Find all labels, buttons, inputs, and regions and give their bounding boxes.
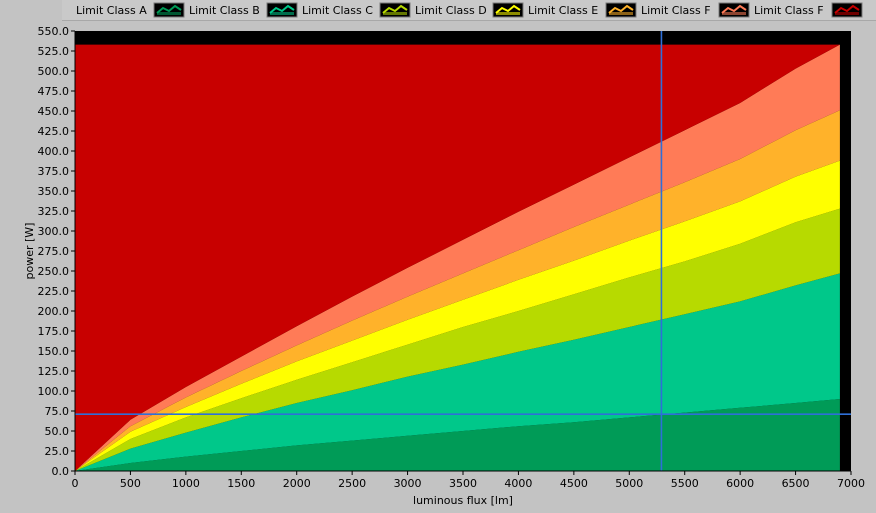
legend-swatch-button[interactable] [605,2,637,18]
x-tick-label: 4500 [560,477,588,490]
x-tick-label: 6500 [782,477,810,490]
axes: 0.0 25.0 50.0 75.0 100.0 125.0 150.0 175.0 200.0… [38,25,866,490]
x-tick-label: 3000 [394,477,422,490]
legend-fill-icon [835,12,859,15]
y-tick-label: 250.0 [38,265,70,278]
legend-bar [62,0,876,21]
legend-swatch-button[interactable] [266,2,298,18]
area-limit-class-e-4 [75,110,840,471]
x-tick-label: 6000 [726,477,754,490]
y-tick-label: 350.0 [38,185,70,198]
x-tick-label: 4000 [504,477,532,490]
area-limit-class-d-3 [75,160,840,471]
legend-label: Limit Class D [415,4,487,17]
y-tick-label: 400.0 [38,145,70,158]
legend-line-icon [495,4,521,14]
legend-fill-icon [722,12,746,15]
y-tick-label: 0.0 [52,465,70,478]
y-tick-label: 150.0 [38,345,70,358]
area-limit-class-c-2 [75,208,840,471]
area-limit-class-b-1 [75,273,840,471]
x-tick-label: 2000 [283,477,311,490]
y-tick-label: 50.0 [45,425,70,438]
legend-fill-icon [383,12,407,15]
y-tick-label: 75.0 [45,405,70,418]
legend-line-icon [382,4,408,14]
x-tick-label: 2500 [338,477,366,490]
x-tick-label: 5500 [671,477,699,490]
legend-line-icon [156,4,182,14]
x-tick-label: 3500 [449,477,477,490]
y-tick-label: 450.0 [38,105,70,118]
legend-swatch-button[interactable] [718,2,750,18]
legend-fill-icon [609,12,633,15]
y-tick-label: 500.0 [38,65,70,78]
x-tick-label: 1500 [227,477,255,490]
legend-label: Limit Class E [528,4,598,17]
y-tick-label: 175.0 [38,325,70,338]
legend-label: Limit Class B [189,4,260,17]
y-tick-label: 375.0 [38,165,70,178]
y-tick-label: 100.0 [38,385,70,398]
y-tick-label: 225.0 [38,285,70,298]
y-tick-label: 550.0 [38,25,70,38]
legend-swatch-button[interactable] [379,2,411,18]
legend-fill-icon [157,12,181,15]
legend-swatch-button[interactable] [831,2,863,18]
legend-line-icon [269,4,295,14]
x-tick-label: 5000 [615,477,643,490]
y-tick-label: 525.0 [38,45,70,58]
y-tick-label: 200.0 [38,305,70,318]
legend-label: Limit Class A [76,4,147,17]
legend-fill-icon [496,12,520,15]
legend-line-icon [834,4,860,14]
series-areas [75,44,840,471]
area-limit-class-f-5 [75,44,840,471]
legend-label: Limit Class C [302,4,373,17]
legend-label: Limit Class F [754,4,824,17]
legend-fill-icon [270,12,294,15]
y-tick-label: 475.0 [38,85,70,98]
cursor-lines[interactable] [75,31,851,471]
area-limit-class-f-6 [75,44,840,471]
area-limit-class-a-0 [75,399,840,471]
x-tick-label: 0 [72,477,79,490]
x-axis-label: luminous flux [lm] [413,494,513,507]
y-tick-label: 275.0 [38,245,70,258]
y-axis-label: power [W] [23,223,36,280]
legend-label: Limit Class F [641,4,711,17]
y-tick-label: 325.0 [38,205,70,218]
legend-swatch-button[interactable] [153,2,185,18]
legend-line-icon [721,4,747,14]
y-tick-label: 425.0 [38,125,70,138]
y-tick-label: 125.0 [38,365,70,378]
legend-swatch-button[interactable] [492,2,524,18]
y-tick-label: 300.0 [38,225,70,238]
y-tick-label: 25.0 [45,445,70,458]
x-tick-label: 1000 [172,477,200,490]
legend: Limit Class A Limit Class B Limit Class C L… [76,2,863,18]
legend-line-icon [608,4,634,14]
x-tick-label: 7000 [837,477,865,490]
x-tick-label: 500 [120,477,141,490]
